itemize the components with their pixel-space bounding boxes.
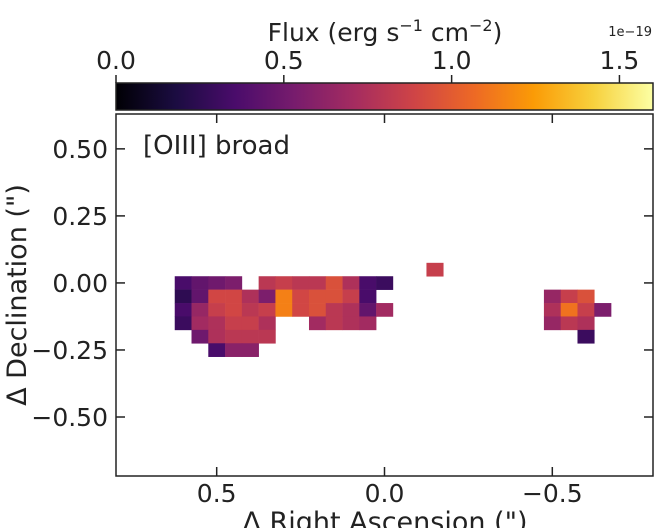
x-tick-label: −0.5 [522, 479, 583, 508]
y-tick-label: −0.50 [31, 403, 108, 432]
flux-pixel [225, 289, 243, 304]
flux-pixel [292, 303, 310, 317]
flux-pixel [426, 262, 444, 277]
flux-pixel [241, 329, 259, 344]
flux-pixel [594, 303, 612, 317]
colorbar-ticks: 0.0 0.5 1.0 1.5 [96, 46, 639, 83]
flux-pixel [174, 276, 192, 290]
flux-pixel [543, 289, 562, 304]
flux-pixel [241, 289, 259, 304]
flux-pixel [174, 289, 192, 304]
colorbar-tick-label: 1.0 [432, 46, 472, 75]
y-tick-label: 0.25 [52, 202, 108, 231]
y-axis-ticks: 0.50 0.25 0.00 −0.25 −0.50 [31, 135, 653, 432]
colorbar: Flux (erg s−1 cm−2) 1e−19 0.0 0.5 1.0 1.5 [96, 16, 654, 111]
flux-pixel [258, 329, 276, 344]
y-axis-label: Δ Declination (") [2, 184, 33, 406]
flux-pixel [258, 316, 276, 331]
colorbar-tick-label: 0.0 [96, 46, 136, 75]
flux-pixel [258, 276, 276, 290]
flux-pixel [359, 303, 377, 317]
panel-annotation: [OIII] broad [143, 131, 290, 161]
flux-pixel [543, 303, 562, 317]
plot-area: 0.5 0.0 −0.5 0.50 0.25 0.00 −0.25 −0.50 [OIII]… [31, 113, 654, 508]
flux-pixel [543, 316, 562, 331]
flux-pixel [560, 303, 578, 317]
flux-pixel [308, 303, 327, 317]
flux-pixel [225, 303, 243, 317]
x-tick-label: 0.0 [365, 479, 405, 508]
flux-pixel [275, 276, 293, 290]
y-tick-label: 0.00 [52, 269, 108, 298]
flux-pixel [376, 303, 394, 317]
flux-pixel [225, 316, 243, 331]
flux-pixel [359, 289, 377, 304]
flux-pixel [342, 303, 360, 317]
flux-pixel [191, 303, 209, 317]
flux-pixel [577, 303, 595, 317]
flux-pixels [174, 262, 612, 357]
flux-pixel [359, 276, 377, 290]
flux-pixel [359, 316, 377, 331]
flux-pixel [225, 343, 243, 357]
colorbar-gradient [115, 82, 654, 111]
flux-pixel [325, 276, 343, 290]
flux-pixel [308, 316, 327, 331]
flux-pixel [258, 289, 276, 304]
flux-pixel [577, 329, 595, 344]
flux-pixel [560, 316, 578, 331]
flux-pixel [308, 289, 327, 304]
x-axis-label: Δ Right Ascension (") [242, 507, 527, 528]
flux-pixel [376, 276, 394, 290]
flux-pixel [241, 316, 259, 331]
flux-pixel [191, 276, 209, 290]
flux-pixel [275, 303, 293, 317]
flux-pixel [275, 289, 293, 304]
x-axis-ticks: 0.5 0.0 −0.5 [197, 114, 583, 508]
flux-pixel [208, 289, 226, 304]
flux-pixel [308, 276, 327, 290]
flux-pixel [258, 303, 276, 317]
flux-pixel [191, 316, 209, 331]
flux-pixel [225, 276, 243, 290]
flux-pixel [342, 276, 360, 290]
flux-pixel [342, 289, 360, 304]
colorbar-tick-label: 0.5 [264, 46, 304, 75]
flux-pixel [174, 303, 192, 317]
y-tick-label: −0.25 [31, 336, 108, 365]
y-tick-label: 0.50 [52, 135, 108, 164]
colorbar-tick-label: 1.5 [600, 46, 640, 75]
flux-pixel [241, 303, 259, 317]
flux-pixel [560, 289, 578, 304]
flux-pixel [208, 276, 226, 290]
flux-pixel [241, 343, 259, 357]
flux-pixel [191, 329, 209, 344]
flux-pixel [325, 303, 343, 317]
colorbar-scale-label: 1e−19 [608, 25, 652, 40]
flux-pixel [208, 316, 226, 331]
flux-pixel [208, 329, 226, 344]
flux-pixel [174, 316, 192, 331]
flux-pixel [191, 289, 209, 304]
flux-pixel [577, 289, 595, 304]
flux-pixel [325, 316, 343, 331]
flux-pixel [208, 303, 226, 317]
flux-pixel [292, 289, 310, 304]
colorbar-label: Flux (erg s−1 cm−2) [268, 16, 503, 47]
x-tick-label: 0.5 [197, 479, 237, 508]
flux-pixel [577, 316, 595, 331]
flux-pixel [292, 276, 310, 290]
flux-pixel [342, 316, 360, 331]
flux-pixel [325, 289, 343, 304]
flux-pixel [208, 343, 226, 357]
flux-pixel [225, 329, 243, 344]
